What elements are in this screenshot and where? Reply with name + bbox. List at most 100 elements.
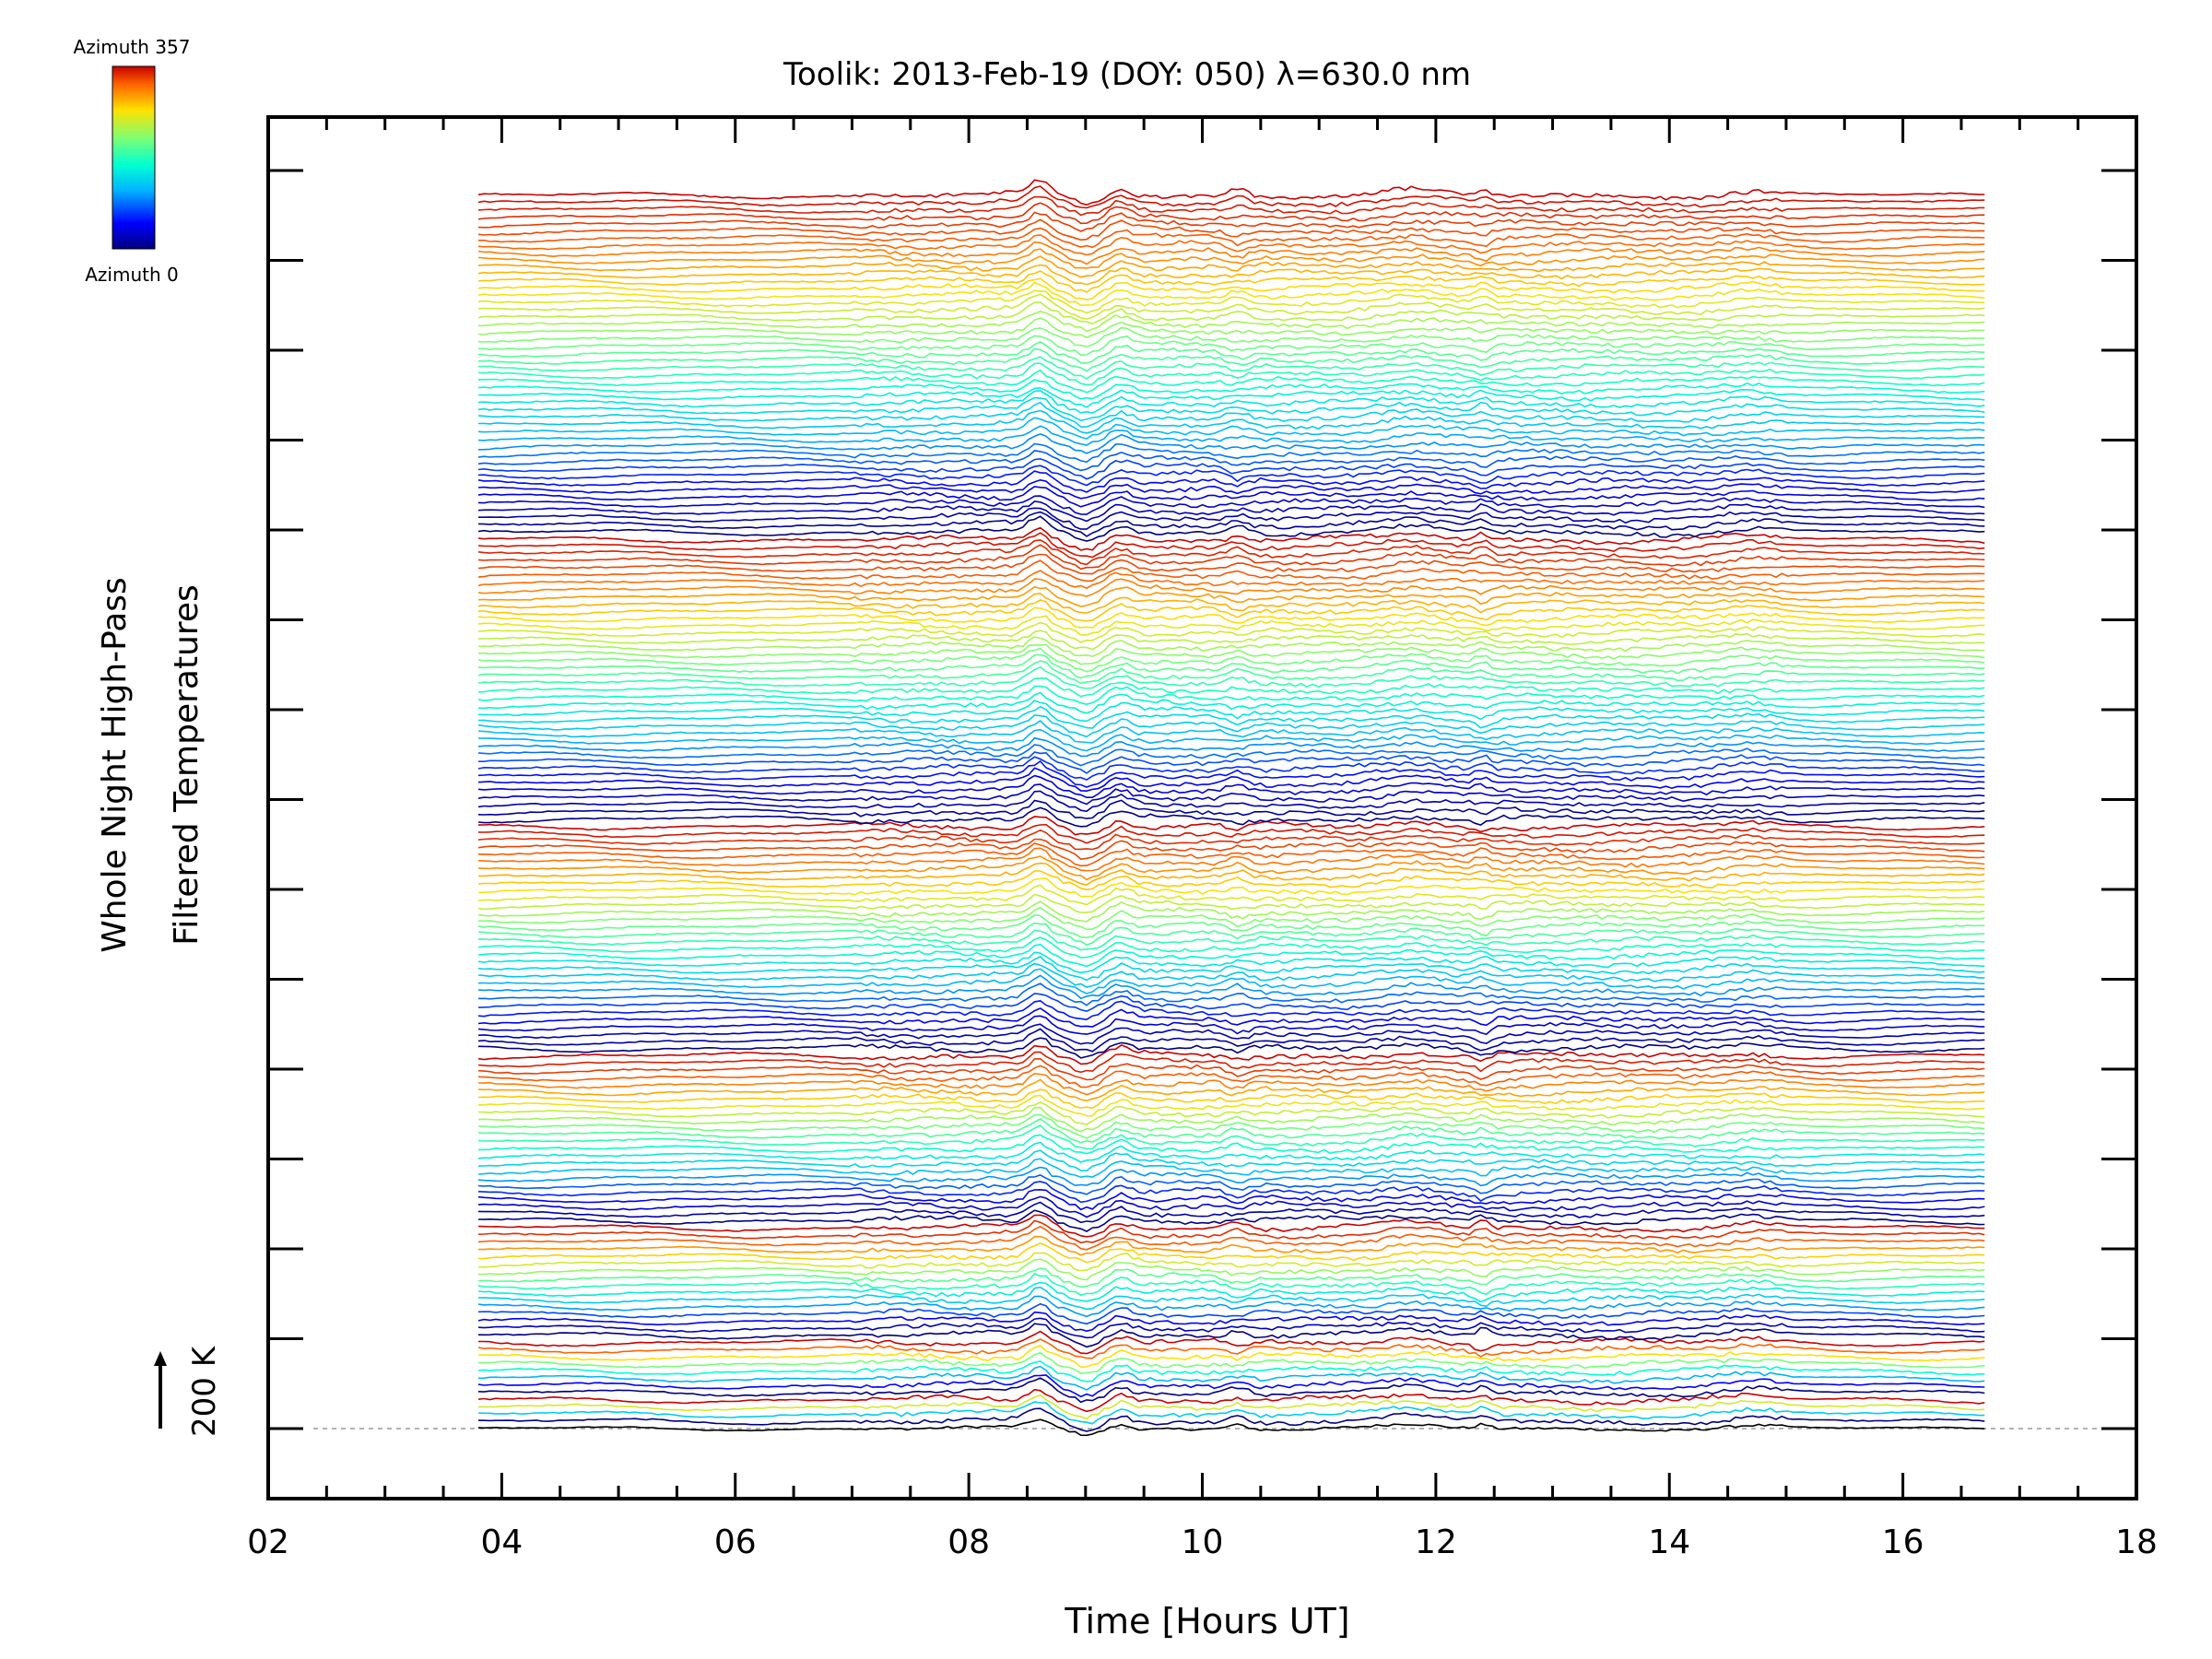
series-line-125 <box>477 515 1985 542</box>
series-line-128 <box>477 500 1985 523</box>
series-line-86 <box>477 799 1985 819</box>
series-line-142 <box>477 396 1985 422</box>
series-line-2 <box>477 1401 1985 1425</box>
series-line-73 <box>477 893 1985 913</box>
series-line-44 <box>478 1100 1985 1125</box>
series-line-108 <box>477 643 1985 665</box>
series-line-109 <box>477 636 1985 657</box>
series-line-41 <box>477 1118 1985 1144</box>
series-line-50 <box>477 1057 1985 1081</box>
series-line-38 <box>477 1141 1985 1163</box>
colorbar-top-label: Azimuth 357 <box>74 36 191 58</box>
series-line-39 <box>478 1134 1985 1155</box>
series-line-32 <box>477 1188 1985 1211</box>
series-line-49 <box>477 1065 1985 1088</box>
series-line-170 <box>477 195 1985 217</box>
series-line-140 <box>477 409 1985 434</box>
series-line-64 <box>477 956 1985 982</box>
series-line-132 <box>477 470 1985 493</box>
series-line-91 <box>477 759 1985 788</box>
series-line-31 <box>477 1195 1985 1218</box>
series-line-28 <box>477 1214 1985 1238</box>
series-line-160 <box>477 270 1985 293</box>
series-line-157 <box>477 289 1985 314</box>
series-line-144 <box>477 387 1985 408</box>
series-line-43 <box>477 1106 1985 1133</box>
series-line-134 <box>477 457 1985 480</box>
series-line-158 <box>477 281 1985 307</box>
series-line-110 <box>477 629 1985 651</box>
series-line-171 <box>477 185 1985 209</box>
series-line-104 <box>477 665 1985 689</box>
series-line-63 <box>477 962 1985 988</box>
series-line-139 <box>477 417 1985 440</box>
series-line-23 <box>477 1252 1985 1272</box>
series-line-79 <box>477 847 1985 872</box>
chart-title: Toolik: 2013-Feb-19 (DOY: 050) λ=630.0 n… <box>782 56 1471 93</box>
series-line-60 <box>477 982 1985 1006</box>
series-line-159 <box>477 277 1985 301</box>
series-line-48 <box>477 1072 1985 1096</box>
series-line-94 <box>477 744 1985 767</box>
y-axis-label-line1: Whole Night High-Pass <box>96 577 134 953</box>
series-line-165 <box>477 234 1985 256</box>
x-tick-label-group: 02 04 06 08 10 12 14 16 18 <box>247 1524 2158 1561</box>
colorbar: Azimuth 357 Azimuth 0 <box>74 36 191 286</box>
series-line-90 <box>477 767 1985 793</box>
series-line-35 <box>477 1166 1985 1187</box>
x-tick-label: 04 <box>480 1524 523 1561</box>
series-line-59 <box>477 993 1985 1013</box>
series-line-19 <box>477 1281 1985 1303</box>
series-line-105 <box>477 660 1985 685</box>
series-line-111 <box>477 621 1985 643</box>
series-line-78 <box>477 855 1985 881</box>
series-line-124 <box>477 526 1985 551</box>
series-line-122 <box>477 539 1985 566</box>
plot-frame <box>266 115 2138 1500</box>
series-line-17 <box>477 1295 1985 1318</box>
colorbar-bottom-label: Azimuth 0 <box>85 264 179 286</box>
series-line-72 <box>477 900 1985 923</box>
series-line-26 <box>477 1225 1985 1251</box>
series-line-92 <box>477 756 1985 781</box>
scale-label: 200 K <box>186 1345 223 1437</box>
x-tick-label: 16 <box>1882 1524 1924 1561</box>
x-tick-label: 12 <box>1415 1524 1457 1561</box>
series-line-33 <box>477 1181 1985 1204</box>
series-line-115 <box>477 592 1985 614</box>
series-line-6 <box>477 1374 1985 1398</box>
series-line-148 <box>477 356 1985 380</box>
series-line-81 <box>477 838 1985 861</box>
series-line-95 <box>477 736 1985 758</box>
series-line-57 <box>477 1007 1985 1028</box>
x-tick-label: 10 <box>1182 1524 1224 1561</box>
series-line-161 <box>477 264 1985 286</box>
series-line-37 <box>477 1149 1985 1172</box>
series-line-68 <box>477 929 1985 951</box>
series-line-162 <box>477 255 1985 278</box>
series-line-118 <box>477 570 1985 590</box>
series-line-21 <box>477 1267 1985 1288</box>
series-line-61 <box>477 974 1985 1000</box>
series-line-151 <box>477 335 1985 357</box>
series-line-147 <box>477 362 1985 386</box>
series-line-163 <box>477 248 1985 269</box>
series-line-97 <box>477 719 1985 744</box>
series-line-83 <box>477 823 1985 844</box>
series-line-53 <box>477 1037 1985 1059</box>
series-line-141 <box>477 401 1985 429</box>
series-line-7 <box>477 1365 1985 1391</box>
series-line-16 <box>477 1302 1985 1325</box>
series-line-45 <box>477 1094 1985 1117</box>
series-line-113 <box>477 606 1985 629</box>
series-line-103 <box>477 677 1985 698</box>
series-line-29 <box>477 1209 1985 1233</box>
series-line-56 <box>477 1015 1985 1035</box>
series-line-66 <box>477 943 1985 968</box>
series-line-34 <box>477 1174 1985 1195</box>
series-line-135 <box>477 450 1985 472</box>
series-line-87 <box>477 790 1985 813</box>
series-line-75 <box>477 877 1985 898</box>
series-line-14 <box>477 1317 1985 1339</box>
series-line-22 <box>477 1258 1985 1281</box>
